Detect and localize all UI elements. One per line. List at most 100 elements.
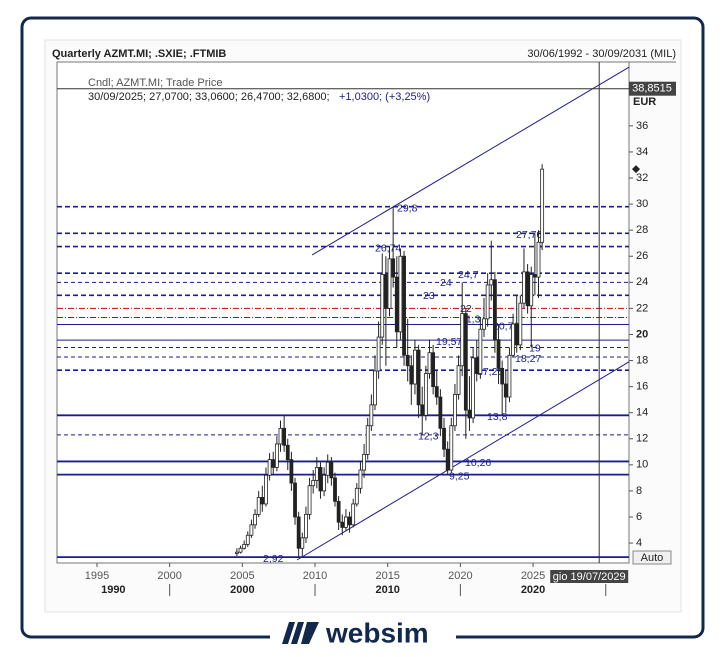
candle-body [358, 469, 363, 489]
candle-body [304, 513, 308, 539]
candle-body [278, 427, 283, 445]
cursor-x-box [550, 570, 629, 583]
candle-body [267, 459, 272, 476]
y-tick-label: 34 [636, 146, 648, 158]
candle-body [391, 258, 396, 278]
candle-body [449, 425, 454, 471]
candle-body [318, 467, 323, 492]
quote: 30/09/2025; 27,0700; 33,0600; 26,4700; 3… [88, 91, 330, 103]
candle-body [242, 543, 247, 549]
candle-body [438, 396, 443, 429]
candle-body [402, 255, 406, 356]
y-tick-label: 36 [636, 120, 648, 132]
candle-body [463, 313, 468, 411]
candle-body [532, 274, 537, 278]
candle-body [503, 383, 508, 398]
candle-body [423, 373, 428, 416]
y-tick-label: 14 [636, 407, 648, 419]
x-tick-label: 2015 [375, 570, 399, 582]
change: +1,0300; (+3,25%) [339, 91, 430, 103]
candle-body [413, 349, 417, 385]
cursor-marker [632, 165, 640, 174]
cursor-x-label: gio 19/07/2029 [553, 571, 626, 583]
candle-body [489, 279, 494, 286]
candle-body [325, 461, 330, 476]
candle-body [536, 241, 541, 278]
candle-body [478, 328, 483, 374]
candle-body [394, 276, 399, 333]
candle-body [500, 367, 505, 385]
y-tick-label: 12 [636, 433, 648, 445]
level-label: 12,3 [418, 431, 439, 443]
candle-body [271, 459, 276, 468]
candle-body [329, 461, 334, 479]
candle-body [493, 279, 497, 341]
candle-body [289, 459, 294, 484]
candle-body [398, 255, 403, 333]
candle-body [453, 394, 457, 427]
auto-button[interactable] [632, 550, 672, 565]
level-label: 24,7 [458, 269, 479, 281]
candle-body [296, 516, 301, 549]
candle-body [256, 497, 261, 515]
x-tick-label: 2010 [303, 570, 327, 582]
candle-body [307, 485, 312, 515]
trendline [296, 361, 630, 561]
x-tick-label: 2005 [230, 570, 254, 582]
candle-body [518, 302, 523, 346]
decade-label: 2000 [230, 584, 254, 596]
candle-body [474, 357, 479, 374]
y-tick-label: 4 [636, 537, 642, 549]
candle-body [362, 454, 366, 471]
candle-body [336, 500, 341, 523]
logo-icon [282, 622, 319, 644]
y-tick-label: 24 [636, 276, 648, 288]
candle-body [380, 274, 385, 338]
candle-body [369, 404, 374, 427]
candle-body [260, 497, 265, 505]
candle-body [485, 284, 490, 320]
level-label: 18,27 [515, 353, 541, 365]
y-tick-label: 28 [636, 224, 648, 236]
candle-body [511, 323, 515, 356]
candle-body [496, 339, 501, 369]
candle-body [249, 524, 254, 536]
level-label: 13,8 [487, 411, 508, 423]
candle-body [471, 357, 475, 419]
level-label: 17,26 [477, 366, 503, 378]
y-tick-label: 26 [636, 250, 648, 262]
candle-body [522, 271, 526, 304]
level-label: 29,8 [397, 202, 418, 214]
x-tick-label: 2020 [448, 570, 472, 582]
candle-body [293, 482, 297, 518]
candle-body [456, 365, 461, 395]
level-label: 9,25 [449, 470, 470, 482]
candle-body [354, 487, 359, 505]
candle-body [234, 551, 239, 554]
level-label: 19 [529, 342, 541, 354]
candle-body [405, 354, 410, 367]
legend: Cndl; AZMT.MI; Trade Price [88, 77, 222, 89]
decade-label: 2010 [375, 584, 399, 596]
candle-body [482, 318, 486, 330]
candle-body [427, 352, 432, 374]
y-tick-label: 20 [636, 328, 648, 340]
level-label: 23 [423, 290, 435, 302]
y-tick-label: 8 [636, 485, 642, 497]
marks: 4 6 8 10 12 14 16 18 20 22 24 26 28 30 32 34 36 1995 2000 2… [57, 62, 676, 596]
candle-body [322, 474, 327, 492]
candle-body [238, 547, 243, 553]
level-label: 10,26 [465, 457, 491, 469]
candle-body [525, 271, 530, 307]
y-tick-label: 6 [636, 511, 642, 523]
candle-body [442, 427, 446, 450]
x-tick-label: 2000 [157, 570, 181, 582]
candle-body [376, 336, 381, 372]
candle-body [333, 477, 337, 502]
candle-body [416, 349, 421, 406]
candle-body [460, 313, 465, 367]
candle-body [409, 365, 414, 385]
auto-button-label[interactable]: Auto [641, 552, 664, 564]
candle-body [344, 516, 348, 528]
